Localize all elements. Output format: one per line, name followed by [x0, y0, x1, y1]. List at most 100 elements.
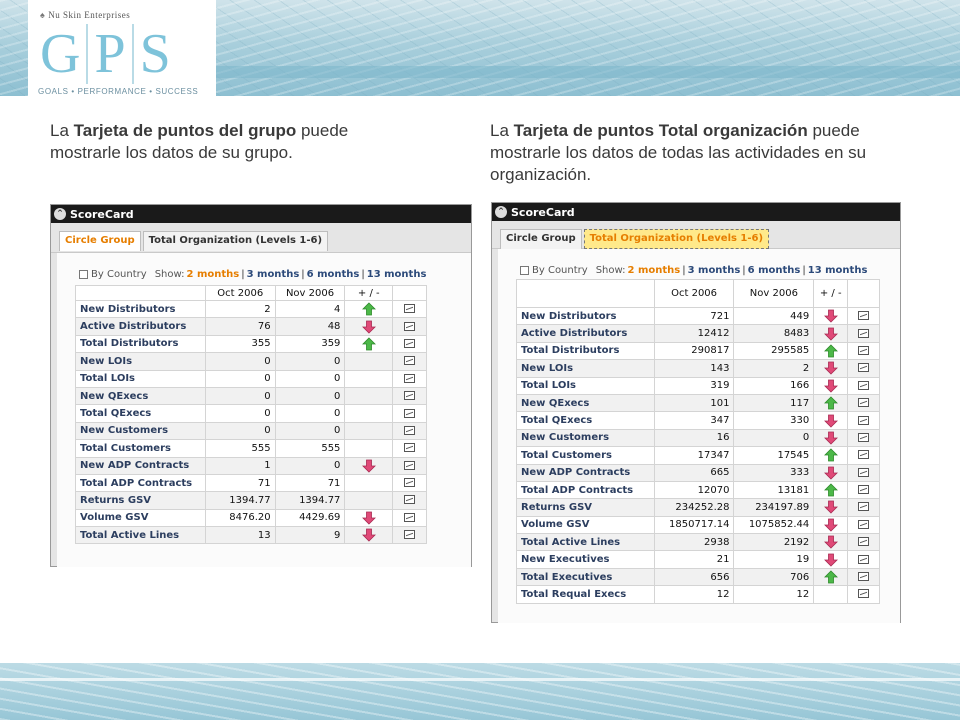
line-chart-icon[interactable]	[858, 328, 870, 338]
panel-title-bar: ⌃ ScoreCard	[492, 203, 900, 221]
tab-circle-group[interactable]: Circle Group	[59, 231, 141, 251]
by-country-checkbox[interactable]	[79, 270, 88, 279]
line-chart-icon[interactable]	[858, 398, 870, 408]
metric-label: New LOIs	[75, 352, 206, 371]
line-chart-icon[interactable]	[858, 502, 870, 512]
line-chart-icon[interactable]	[404, 530, 416, 540]
line-chart-icon[interactable]	[858, 363, 870, 373]
table-row: New Distributors 721 449	[516, 306, 880, 326]
line-chart-icon[interactable]	[404, 460, 416, 470]
option-6-months[interactable]: 6 months	[747, 265, 801, 276]
panel-body: By Country Show: 2 months | 3 months | 6 m…	[498, 249, 900, 623]
metric-label: New ADP Contracts	[75, 456, 206, 475]
metric-label: Total Active Lines	[516, 533, 655, 552]
nov-value: 449	[733, 306, 815, 326]
line-chart-icon[interactable]	[858, 415, 870, 425]
table-row: New LOIs 143 2	[516, 359, 880, 378]
table-row: Total Executives 656 706	[516, 567, 880, 587]
oct-value: 656	[653, 567, 735, 587]
scorecard-panel-group: ⌃ ScoreCard Circle Group Total Organizat…	[50, 204, 472, 567]
collapse-icon[interactable]: ⌃	[54, 208, 66, 220]
tab-total-organization[interactable]: Total Organization (Levels 1-6)	[583, 229, 770, 249]
graph-cell	[392, 526, 427, 545]
line-chart-icon[interactable]	[404, 478, 416, 488]
brand-leaf-icon: ♠	[40, 10, 46, 20]
table-row: Total LOIs 319 166	[516, 376, 880, 395]
graph-cell	[392, 491, 427, 510]
option-2-months[interactable]: 2 months	[627, 265, 681, 276]
line-chart-icon[interactable]	[858, 485, 870, 495]
line-chart-icon[interactable]	[404, 356, 416, 366]
line-chart-icon[interactable]	[858, 572, 870, 582]
metric-label: Total ADP Contracts	[75, 473, 206, 493]
col-header-graph	[392, 285, 427, 301]
line-chart-icon[interactable]	[858, 537, 870, 547]
nov-value: 0	[274, 352, 346, 371]
option-13-months[interactable]: 13 months	[366, 269, 427, 280]
trend-cell	[344, 473, 394, 493]
option-6-months[interactable]: 6 months	[306, 269, 360, 280]
oct-value: 12070	[653, 480, 735, 500]
trend-cell	[344, 456, 394, 475]
line-chart-icon[interactable]	[404, 321, 416, 331]
metric-label: Total LOIs	[75, 369, 206, 388]
line-chart-icon[interactable]	[404, 443, 416, 453]
nov-value: 13181	[733, 480, 815, 500]
metric-label: Returns GSV	[75, 491, 206, 510]
scorecard-table: Oct 2006 Nov 2006 + / - New Distributors…	[516, 279, 880, 604]
graph-cell	[847, 480, 880, 500]
line-chart-icon[interactable]	[858, 311, 870, 321]
line-chart-icon[interactable]	[404, 512, 416, 522]
by-country-checkbox[interactable]	[520, 266, 529, 275]
option-3-months[interactable]: 3 months	[246, 269, 300, 280]
tab-total-organization[interactable]: Total Organization (Levels 1-6)	[142, 231, 329, 251]
table-row: Total Customers 555 555	[75, 439, 427, 458]
nov-value: 4	[274, 299, 346, 319]
line-chart-icon[interactable]	[858, 519, 870, 529]
line-chart-icon[interactable]	[858, 554, 870, 564]
line-chart-icon[interactable]	[404, 391, 416, 401]
option-3-months[interactable]: 3 months	[687, 265, 741, 276]
arrow-down-icon	[823, 553, 838, 567]
caption-right-bold: Tarjeta de puntos Total organización	[513, 121, 808, 140]
graph-cell	[392, 334, 427, 354]
line-chart-icon[interactable]	[858, 345, 870, 355]
nov-value: 0	[274, 421, 346, 441]
line-chart-icon[interactable]	[858, 380, 870, 390]
panel-title: ScoreCard	[70, 207, 134, 221]
oct-value: 0	[204, 421, 276, 441]
trend-cell	[344, 491, 394, 510]
tab-circle-group[interactable]: Circle Group	[500, 229, 582, 249]
col-header-metric	[75, 285, 206, 301]
graph-cell	[847, 446, 880, 465]
oct-value: 319	[653, 376, 735, 395]
table-row: Total Distributors 290817 295585	[516, 341, 880, 361]
line-chart-icon[interactable]	[404, 495, 416, 505]
table-row: Active Distributors 76 48	[75, 317, 427, 336]
graph-cell	[847, 306, 880, 326]
option-2-months[interactable]: 2 months	[186, 269, 240, 280]
collapse-icon[interactable]: ⌃	[495, 206, 507, 218]
trend-cell	[813, 428, 849, 448]
line-chart-icon[interactable]	[404, 425, 416, 435]
line-chart-icon[interactable]	[858, 450, 870, 460]
line-chart-icon[interactable]	[858, 432, 870, 442]
line-chart-icon[interactable]	[404, 338, 416, 348]
arrow-up-icon	[823, 344, 838, 358]
col-header-graph	[847, 279, 880, 308]
metric-label: Total Distributors	[516, 341, 655, 361]
option-13-months[interactable]: 13 months	[807, 265, 868, 276]
metric-label: New Customers	[75, 421, 206, 441]
table-row: Total Requal Execs 12 12	[516, 585, 880, 604]
nov-value: 9	[274, 526, 346, 545]
line-chart-icon[interactable]	[404, 408, 416, 418]
trend-cell	[813, 411, 849, 430]
line-chart-icon[interactable]	[858, 467, 870, 477]
line-chart-icon[interactable]	[404, 304, 416, 314]
nov-value: 4429.69	[274, 508, 346, 528]
trend-cell	[813, 585, 849, 604]
line-chart-icon[interactable]	[858, 589, 870, 599]
trend-cell	[813, 446, 849, 465]
col-header-nov: Nov 2006	[733, 279, 815, 308]
line-chart-icon[interactable]	[404, 373, 416, 383]
